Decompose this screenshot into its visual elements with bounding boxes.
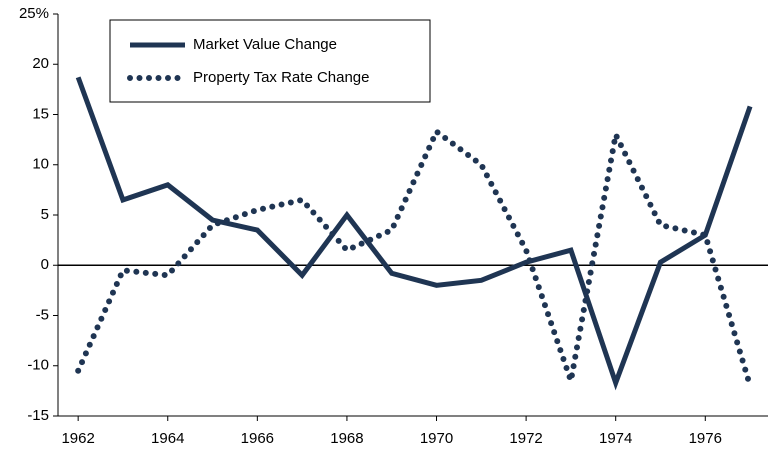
y-tick-label: -15 — [27, 407, 49, 424]
y-tick-label: 25% — [19, 5, 49, 22]
series-line — [75, 125, 754, 393]
x-tick-label: 1968 — [330, 430, 363, 447]
y-tick-label: 20 — [32, 55, 49, 72]
x-tick-label: 1964 — [151, 430, 184, 447]
series-line — [75, 76, 753, 391]
x-tick-label: 1970 — [420, 430, 453, 447]
x-tick-label: 1966 — [241, 430, 274, 447]
y-tick-label: 15 — [32, 105, 49, 122]
y-tick-label: -10 — [27, 357, 49, 374]
x-tick-label: 1972 — [509, 430, 542, 447]
x-tick-label: 1976 — [689, 430, 722, 447]
y-tick-label: 5 — [41, 206, 49, 223]
y-tick-label: 0 — [41, 256, 49, 273]
legend-label: Property Tax Rate Change — [193, 69, 370, 86]
legend-box — [109, 19, 431, 103]
legend-label: Market Value Change — [193, 36, 337, 53]
x-tick-label: 1974 — [599, 430, 632, 447]
y-tick-label: 10 — [32, 156, 49, 173]
y-tick-label: -5 — [36, 306, 49, 323]
x-tick-label: 1962 — [61, 430, 94, 447]
